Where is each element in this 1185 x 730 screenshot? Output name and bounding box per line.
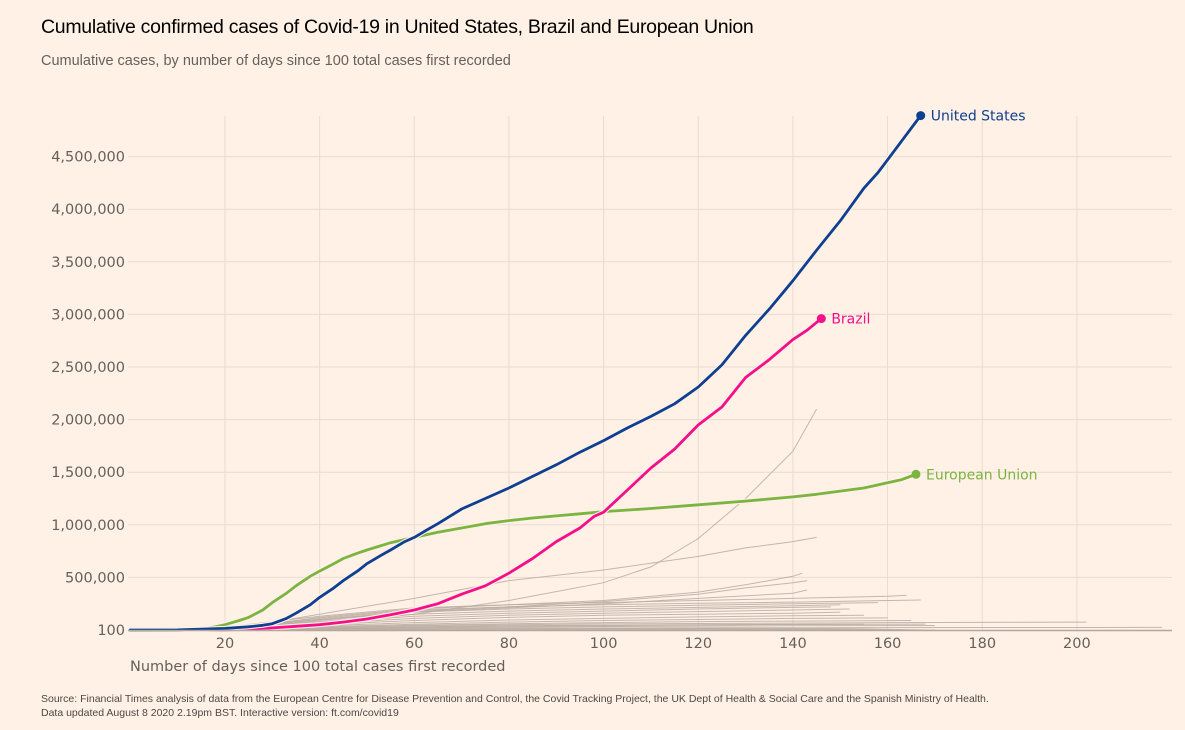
european-union-label: European Union (926, 467, 1038, 483)
y-tick-label: 4,500,000 (51, 150, 125, 166)
x-tick-label: 200 (1063, 636, 1091, 652)
x-tick-label: 20 (216, 636, 234, 652)
highlighted-series-lines (128, 114, 923, 633)
background-country-band (201, 627, 935, 630)
source-line-1: Source: Financial Times analysis of data… (41, 693, 989, 705)
y-tick-label: 3,500,000 (51, 255, 125, 271)
grid: 100 500,000 1,000,000 1,500,000 2,000,000 2,5… (51, 116, 1172, 652)
x-tick-label: 100 (590, 636, 618, 652)
source-note: Source: Financial Times analysis of data… (41, 692, 989, 720)
background-country-line (201, 602, 879, 631)
y-tick-label: 1,000,000 (51, 518, 125, 534)
source-line-2: Data updated August 8 2020 2.19pm BST. I… (41, 707, 399, 719)
x-tick-label: 80 (500, 636, 518, 652)
background-country-line (201, 594, 907, 631)
y-tick-label: 3,000,000 (51, 307, 125, 323)
y-tick-label: 500,000 (65, 570, 125, 586)
background-country-line (224, 536, 817, 631)
background-country-line (201, 621, 1087, 631)
y-tick-label: 100 (97, 623, 125, 639)
brazil-line (204, 317, 823, 632)
chart-title: Cumulative confirmed cases of Covid-19 i… (41, 16, 754, 38)
y-tick-label: 2,000,000 (51, 413, 125, 429)
brazil-label: Brazil (831, 312, 870, 328)
y-tick-label: 4,000,000 (51, 202, 125, 218)
european-union-end-point (911, 469, 921, 479)
united-states-end-point (916, 111, 926, 121)
x-tick-label: 40 (310, 636, 328, 652)
united-states-line (128, 114, 923, 632)
european-union-line (128, 472, 918, 632)
x-tick-label: 160 (874, 636, 902, 652)
brazil-end-point (816, 314, 826, 324)
background-country-line (201, 599, 921, 631)
background-country-line (201, 604, 841, 631)
x-axis-label: Number of days since 100 total cases fir… (130, 659, 506, 675)
chart-subtitle: Cumulative cases, by number of days sinc… (41, 53, 511, 69)
background-country-line (224, 572, 803, 631)
united-states-label: United States (931, 109, 1026, 125)
x-tick-label: 60 (405, 636, 423, 652)
background-country-line (201, 623, 864, 631)
y-tick-label: 2,500,000 (51, 360, 125, 376)
series-labels: European Union Brazil United States (816, 109, 1038, 483)
background-country-line (201, 617, 888, 631)
y-tick-label: 1,500,000 (51, 465, 125, 481)
x-tick-label: 120 (684, 636, 712, 652)
x-tick-label: 180 (968, 636, 996, 652)
united-states-line-halo (130, 114, 923, 633)
background-country-lines (201, 408, 1163, 631)
x-tick-label: 140 (779, 636, 807, 652)
